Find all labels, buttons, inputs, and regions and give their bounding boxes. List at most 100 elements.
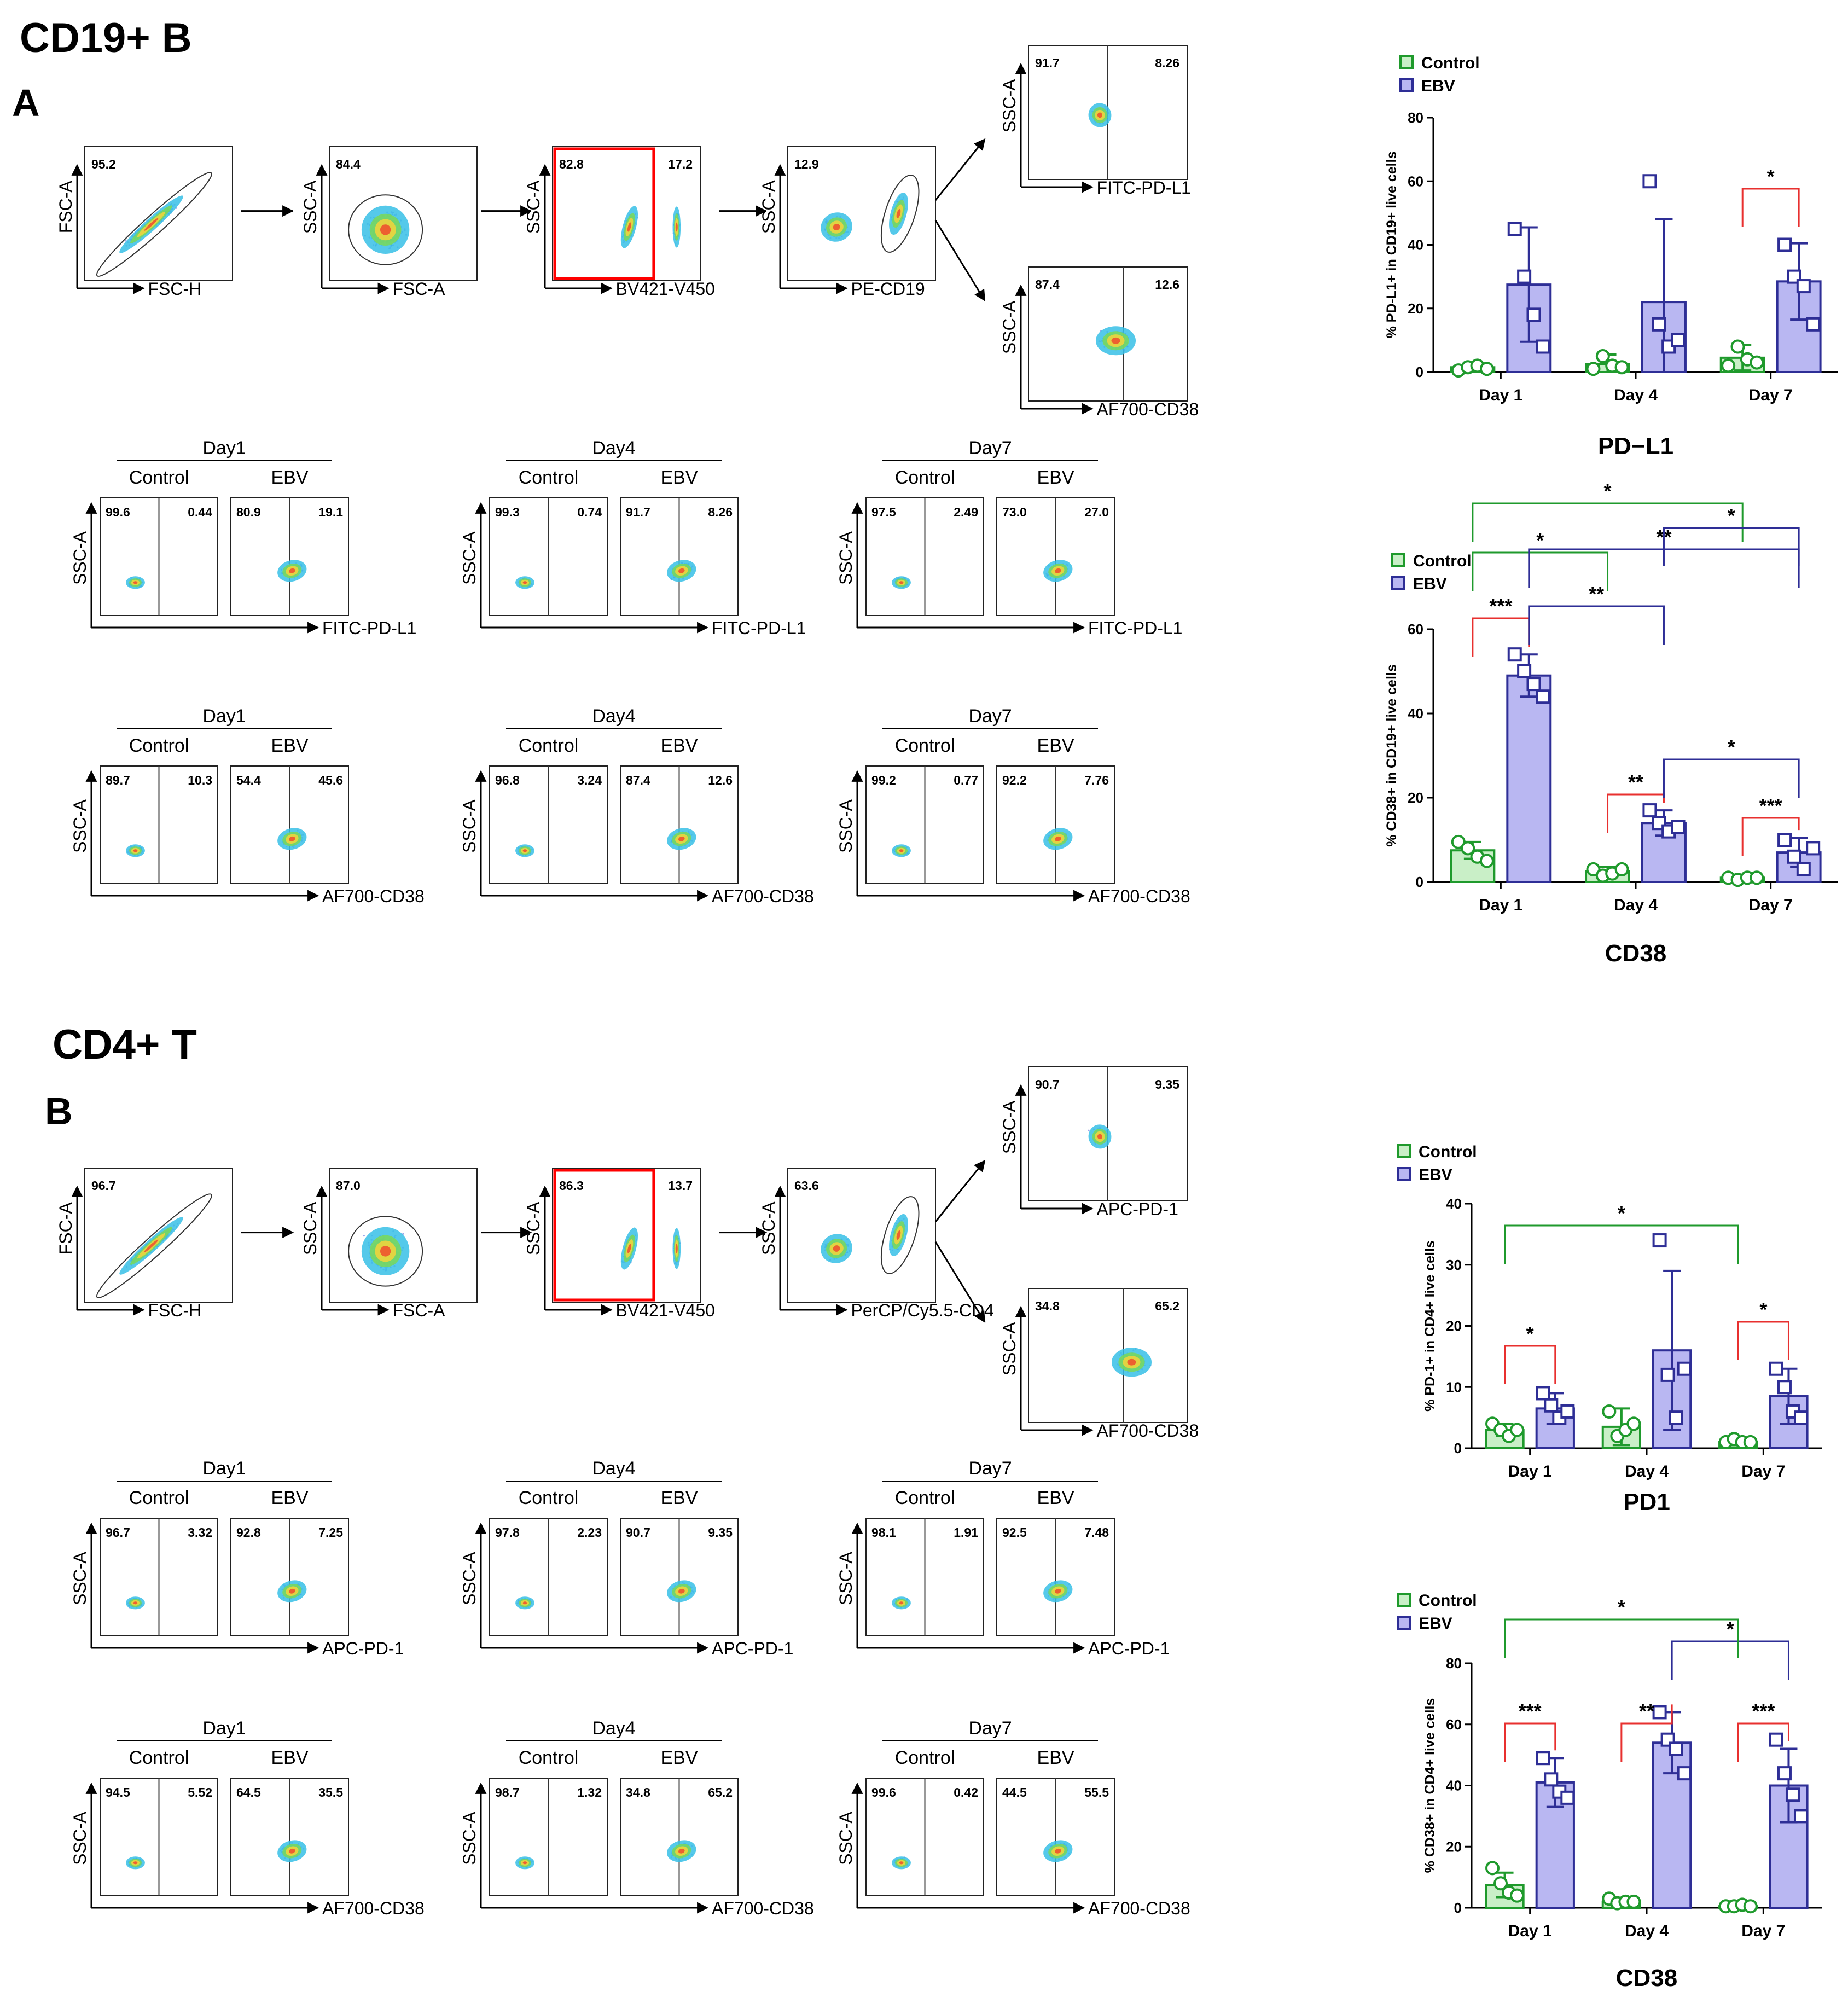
gate-value-right: 7.25 (318, 1525, 343, 1540)
gate-value-left: 87.4 (626, 773, 650, 787)
y-tick-label: 60 (1408, 621, 1423, 637)
y-axis-label: SSC-A (999, 300, 1019, 354)
control-label: Control (895, 467, 955, 488)
flow-arrow (934, 219, 986, 302)
gate-value-left: 12.9 (794, 157, 819, 171)
ebv-label: EBV (660, 1488, 698, 1508)
ebv-plot: 92.5 7.48 (996, 1518, 1115, 1636)
ebv-label: EBV (1037, 735, 1074, 756)
x-axis-label: PerCP/Cy5.5-CD4 (851, 1301, 994, 1320)
gate-ellipse (96, 1193, 212, 1298)
gate-value-left: 92.8 (236, 1525, 261, 1540)
x-axis-label: AF700-CD38 (712, 886, 814, 906)
data-point (1536, 1751, 1550, 1766)
data-point (1536, 689, 1550, 704)
legend-label-ebv: EBV (1413, 575, 1447, 593)
ebv-plot: 90.7 9.35 (620, 1518, 739, 1636)
ebv-label: EBV (1037, 467, 1074, 488)
data-point (1785, 1787, 1800, 1802)
y-tick-label: 10 (1446, 1379, 1462, 1395)
significance-bracket (1663, 527, 1800, 566)
significance-label: * (1618, 1596, 1625, 1618)
x-axis-label: FITC-PD-L1 (1088, 618, 1182, 638)
ebv-plot: 64.5 35.5 (230, 1778, 349, 1896)
data-point (1750, 355, 1764, 370)
cell-cloud (126, 844, 145, 857)
control-label: Control (519, 1488, 579, 1508)
gate-value-right: 45.6 (318, 773, 343, 787)
y-axis-label: SSC-A (999, 1322, 1019, 1375)
category-label: Day 4 (1614, 896, 1658, 914)
gate-value-left: 99.6 (871, 1785, 896, 1799)
category-label: Day 7 (1749, 896, 1793, 914)
data-point (1560, 1404, 1575, 1419)
control-plot: 99.2 0.77 (865, 765, 984, 884)
gate-value-left: 97.5 (871, 505, 896, 519)
x-axis-label: FSC-A (393, 279, 446, 299)
ebv-label: EBV (271, 1488, 308, 1508)
gate-value-right: 0.44 (188, 505, 212, 519)
y-axis-label: SSC-A (524, 180, 543, 234)
significance-label: ** (1589, 583, 1604, 605)
y-axis-label: SSC-A (70, 531, 90, 584)
y-tick-label: 0 (1454, 1900, 1462, 1916)
data-point (1793, 1410, 1808, 1425)
y-tick-label: 20 (1446, 1838, 1462, 1855)
x-axis-label: FITC-PD-L1 (712, 618, 806, 638)
cell-cloud (892, 844, 911, 857)
gating-plot-2: SSC-A FSC-A 87.0 (300, 1168, 478, 1320)
y-axis-label: SSC-A (460, 1551, 479, 1605)
data-point (1743, 1899, 1758, 1914)
data-point (1507, 222, 1522, 236)
cell-cloud (821, 1234, 852, 1263)
control-label: Control (519, 467, 579, 488)
ebv-plot: 73.0 27.0 (996, 497, 1115, 616)
legend-label-ebv: EBV (1419, 1166, 1452, 1184)
plot-frame (84, 1168, 233, 1303)
cell-cloud (620, 206, 638, 248)
gate-value-right: 7.76 (1084, 773, 1109, 787)
chart-title: PD1 (1623, 1489, 1670, 1516)
control-plot: 96.8 3.24 (489, 765, 608, 884)
cell-cloud (889, 192, 908, 235)
x-axis-label: AF700-CD38 (712, 1899, 814, 1918)
cell-cloud (515, 1856, 534, 1870)
significance-label: *** (1752, 1700, 1775, 1722)
gate-value-left: 84.4 (336, 157, 361, 171)
gate-value-right: 8.26 (708, 505, 733, 519)
control-label: Control (895, 1747, 955, 1768)
gate-value-left: 63.6 (794, 1178, 819, 1193)
category-label: Day 1 (1479, 386, 1522, 404)
category-label: Day 4 (1614, 386, 1658, 404)
y-axis-label: SSC-A (70, 799, 90, 852)
y-axis-label: SSC-A (524, 1201, 543, 1255)
data-point (1796, 862, 1811, 876)
significance-bracket (1504, 1618, 1739, 1658)
control-label: Control (129, 1488, 189, 1508)
significance-label: ** (1639, 1700, 1654, 1722)
legend-swatch-ebv (1399, 78, 1414, 92)
flow-cytometry-panels: FSC-A FSC-H 95.2 SSC-A FSC-A 84.4 SSC-A BV421-V… (56, 45, 1199, 1918)
control-plot: 96.7 3.32 (100, 1518, 218, 1636)
ebv-plot: 92.2 7.76 (996, 765, 1115, 884)
cell-cloud (667, 560, 696, 582)
y-tick-label: 40 (1446, 1778, 1462, 1794)
data-point (1526, 677, 1541, 692)
cell-cloud (126, 1596, 145, 1610)
legend-swatch-control (1397, 1144, 1411, 1158)
panel-label-b: B (45, 1090, 73, 1133)
bar-chart-2: Control EBV 0 20 40 60 % CD38+ in CD19+ live c… (1384, 480, 1838, 967)
control-label: Control (519, 735, 579, 756)
flow-arrow (934, 138, 986, 201)
gate-value-left: 91.7 (1035, 56, 1060, 70)
data-point (1787, 849, 1801, 864)
gate-value-left: 92.2 (1002, 773, 1027, 787)
control-label: Control (129, 467, 189, 488)
plot-frame (787, 1168, 936, 1303)
control-label: Control (895, 1488, 955, 1508)
x-axis-label: AF700-CD38 (1097, 1421, 1199, 1441)
day-label: Day1 (202, 1458, 246, 1479)
y-axis-label: SSC-A (70, 1551, 90, 1605)
day-label: Day4 (592, 1718, 635, 1739)
day-label: Day1 (202, 1718, 246, 1739)
